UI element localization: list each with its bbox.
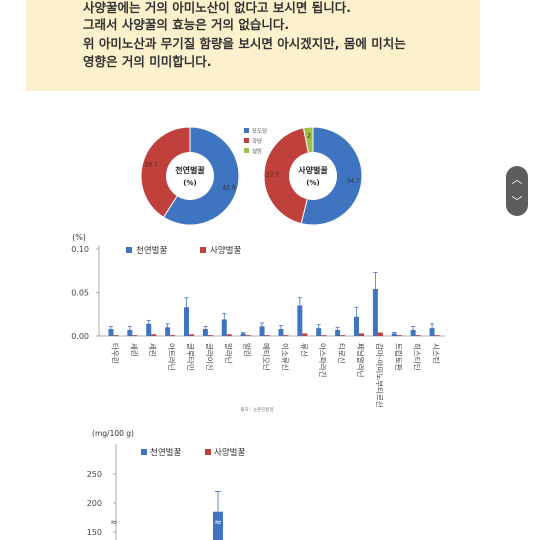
x-tick-label: 세린 [129, 343, 139, 357]
legend-label: 사양벌꿀 [210, 245, 241, 256]
bar-natural [146, 323, 152, 336]
axis-break-marker: ≈ [110, 518, 118, 528]
bar-syrup [207, 335, 213, 336]
chevron-up-icon[interactable]: ︿ [511, 173, 523, 186]
donut-center-unit: (%) [306, 179, 319, 187]
bar-natural [165, 327, 171, 336]
bar-syrup [340, 335, 346, 336]
bar-syrup [377, 332, 383, 336]
legend-swatch [244, 148, 249, 153]
bar-syrup [264, 335, 270, 336]
bar-break-marker: ≈ [214, 518, 222, 528]
note-line: 사양꿀에는 거의 아미노산이 없다고 보시면 됩니다. [83, 0, 352, 15]
note-box: 사양꿀에는 거의 아미노산이 없다고 보시면 됩니다. 그래서 사양꿀의 효능은… [26, 0, 480, 91]
bar-syrup [321, 335, 327, 336]
y-axis-unit: (%) [72, 233, 86, 242]
x-tick-label: 시스틴 [432, 343, 442, 364]
bar-syrup [396, 335, 402, 336]
bar-syrup [283, 335, 289, 336]
bar-natural [213, 511, 223, 540]
bar-natural [391, 333, 397, 336]
note-line: 위 아미노산과 무기질 함량을 보시면 아시겠지만, 몸에 미치는 [83, 36, 406, 51]
bar-natural [202, 329, 208, 336]
legend-label: 포도당 [252, 128, 267, 135]
bar-syrup [302, 333, 308, 336]
slice-value-label: 42.9 [222, 184, 236, 191]
x-tick-label: 알라닌 [224, 343, 233, 364]
x-tick-label: 아스파라긴 [318, 343, 328, 378]
bar-syrup [434, 335, 440, 336]
legend-label: 천연벌꿀 [150, 447, 181, 458]
donut-hole [166, 152, 214, 200]
chart-source: 출처 : 농촌진흥청 [240, 406, 273, 413]
legend-swatch [141, 449, 147, 455]
slice-value-label: 27.7 [266, 172, 280, 179]
x-tick-label: 페닐알라닌 [356, 343, 366, 378]
x-tick-label: 글루타민 [186, 343, 196, 371]
bar-natural [335, 329, 341, 336]
legend-label: 설탕 [252, 147, 262, 155]
donut-center-unit: (%) [183, 179, 196, 187]
legend-label: 과당 [252, 137, 262, 145]
y-tick-label: 200 [87, 499, 102, 508]
bar-syrup [189, 334, 194, 336]
legend-label: 사양벌꿀 [214, 447, 245, 458]
bar-syrup [415, 335, 421, 336]
bar-natural [278, 329, 284, 336]
donut-hole [289, 152, 337, 200]
x-tick-label: 타우린 [110, 343, 120, 364]
chevron-down-icon[interactable]: ﹀ [511, 195, 523, 208]
bar-natural [259, 326, 265, 336]
donut-center-label: 천연벌꿀 [175, 165, 205, 175]
y-tick-label: 0.10 [71, 245, 89, 254]
x-tick-label: 이소류신 [280, 343, 290, 371]
bar-natural [108, 329, 114, 336]
slice-value-label: 29.7 [144, 162, 158, 169]
x-tick-label: 메티오닌 [262, 343, 271, 371]
legend-label: 천연벌꿀 [136, 245, 167, 256]
bar-natural [372, 289, 378, 336]
x-tick-label: 감마-아미노부티르산 [375, 343, 385, 408]
x-tick-label: 히스티딘 [413, 343, 423, 371]
x-tick-label: 아트라닌 [167, 343, 177, 371]
note-line: 그래서 사양꿀의 효능은 거의 없습니다. [83, 17, 290, 32]
legend-swatch [244, 138, 249, 143]
legend-swatch [126, 247, 132, 253]
slice-value-label: 34.7 [347, 178, 361, 185]
bar-syrup [151, 334, 157, 336]
y-tick-label: 150 [87, 528, 102, 537]
legend-swatch [200, 247, 206, 253]
note-line: 영향은 거의 미미합니다. [83, 54, 212, 69]
bar-syrup [245, 335, 251, 336]
bar-syrup [170, 335, 176, 336]
bar-syrup [132, 335, 138, 336]
x-tick-label: 발린 [243, 343, 253, 357]
y-axis-unit: (mg/100 g) [92, 429, 134, 438]
x-tick-label: 류신 [299, 343, 308, 357]
y-tick-label: 0.00 [71, 332, 89, 341]
donut-center-label: 사양벌꿀 [298, 165, 328, 175]
y-tick-label: 250 [87, 470, 102, 479]
x-tick-label: 세린 [148, 343, 158, 357]
bar-syrup [113, 335, 119, 336]
slice-value-label: 2 [307, 133, 311, 140]
legend-swatch [244, 128, 249, 133]
legend-swatch [205, 449, 211, 455]
bar-syrup [226, 334, 232, 336]
bar-natural [316, 328, 322, 336]
x-tick-label: 글라이신 [205, 343, 215, 371]
bar-natural [221, 319, 227, 336]
bar-natural [297, 305, 303, 336]
scroll-control[interactable]: ︿ ﹀ [506, 166, 528, 216]
x-tick-label: 트립토판 [394, 343, 403, 371]
pie-slice [263, 127, 314, 225]
bar-natural [184, 307, 189, 336]
bar-syrup [359, 333, 364, 336]
y-tick-label: 0.05 [71, 289, 89, 298]
bar-natural [240, 333, 246, 336]
x-tick-label: 티로신 [337, 343, 346, 364]
